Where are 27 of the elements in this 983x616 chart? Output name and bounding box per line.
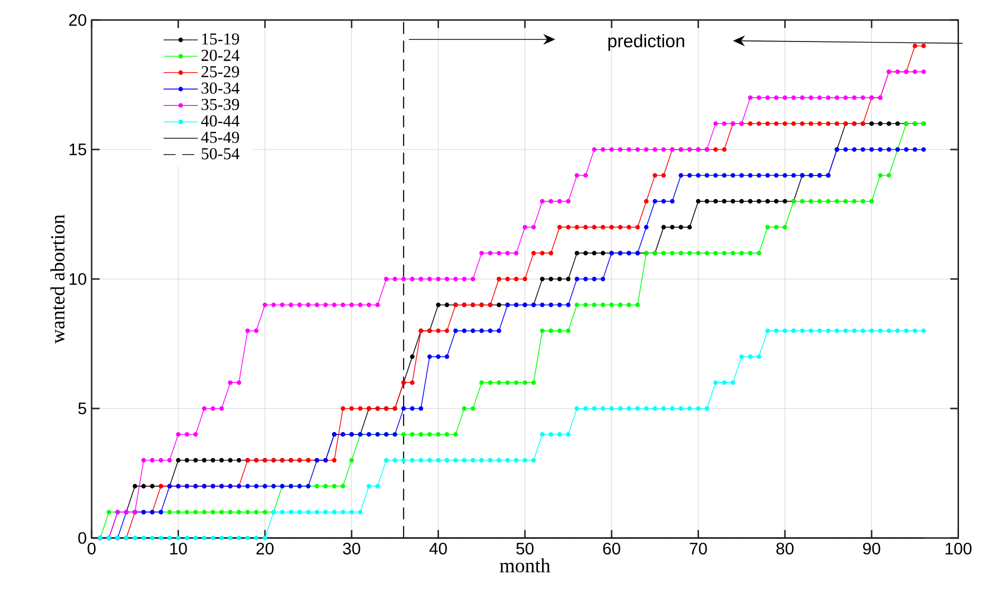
x-tick-label: 40: [429, 542, 447, 554]
legend-label: 15-19: [202, 33, 240, 45]
x-tick-label: 90: [863, 542, 880, 554]
y-tick-label: 10: [70, 273, 86, 285]
legend-label: 30-34: [202, 82, 240, 94]
annotation: prediction: [608, 34, 684, 51]
legend-label: 35-39: [202, 98, 240, 110]
x-tick-label: 10: [170, 542, 187, 554]
x-tick-label: 80: [776, 542, 794, 554]
legend-label: 25-29: [202, 66, 240, 78]
y-tick-label: 20: [69, 14, 86, 26]
x-axis-title: month: [500, 558, 550, 572]
y-tick-label: 0: [78, 532, 86, 544]
x-tick-label: 20: [256, 542, 274, 554]
legend-label: 20-24: [202, 50, 240, 61]
x-tick-label: 50: [516, 542, 534, 554]
legend-label: 45-49: [201, 132, 240, 143]
y-tick-label: 5: [78, 402, 86, 414]
y-tick-label: 15: [70, 144, 86, 156]
x-tick-label: 100: [946, 542, 972, 554]
legend-label: 40-44: [201, 115, 240, 127]
x-tick-label: 30: [342, 542, 360, 554]
x-tick-label: 70: [690, 542, 707, 554]
x-tick-label: 0: [88, 542, 96, 554]
legend-label: 50-54: [202, 148, 240, 160]
y-axis-title: wanted abortion: [50, 214, 65, 344]
x-tick-label: 60: [603, 542, 620, 554]
